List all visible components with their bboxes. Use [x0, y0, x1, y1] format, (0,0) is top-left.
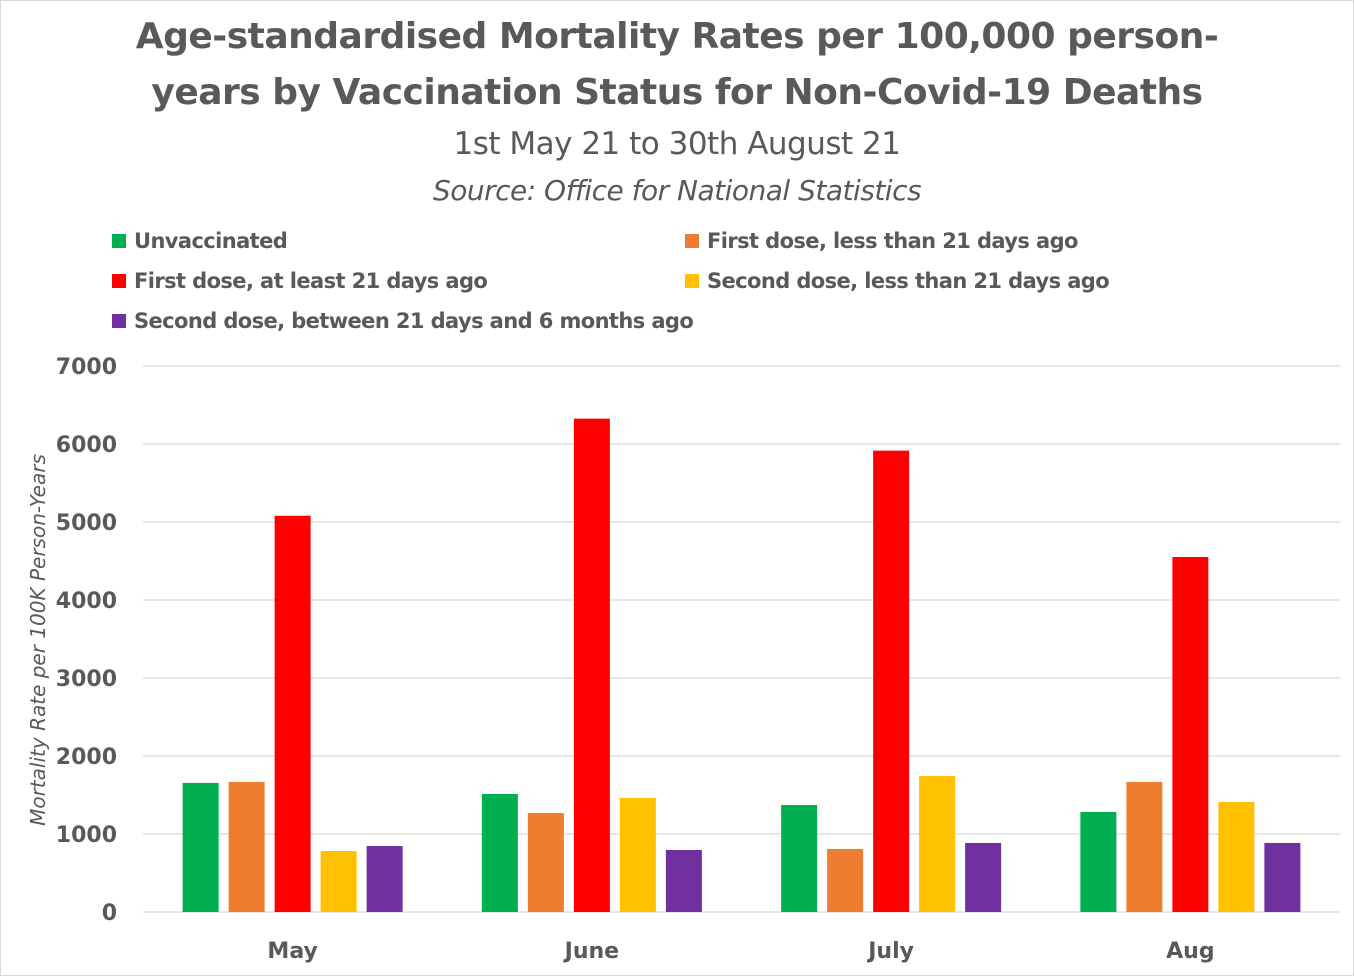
bar-june-series-0: [481, 793, 518, 912]
chart-source: Source: Office for National Statistics: [432, 174, 922, 207]
y-tick-label: 7000: [56, 355, 117, 380]
legend-swatch: [685, 234, 699, 248]
bar-may-series-0: [182, 782, 219, 912]
y-tick-label: 0: [102, 901, 117, 926]
legend-swatch: [685, 274, 699, 288]
legend-label: First dose, at least 21 days ago: [134, 269, 488, 293]
legend-item-second-dose-21d-6m: Second dose, between 21 days and 6 month…: [112, 309, 694, 333]
bar-aug-series-2: [1172, 557, 1209, 912]
y-tick-label: 2000: [56, 745, 117, 770]
chart-title-line-1: Age-standardised Mortality Rates per 100…: [135, 16, 1219, 57]
legend-item-first-dose-ge21: First dose, at least 21 days ago: [112, 269, 488, 293]
bar-may-series-4: [366, 846, 403, 912]
legend-label: Second dose, between 21 days and 6 month…: [134, 309, 694, 333]
y-axis-label: Mortality Rate per 100K Person-Years: [26, 454, 50, 826]
y-tick-label: 5000: [56, 511, 117, 536]
bar-aug-series-3: [1218, 802, 1255, 912]
bar-july-series-0: [781, 804, 818, 912]
y-axis-ticks: 0 1000 2000 3000 4000 5000 6000 7000: [56, 355, 117, 926]
legend-item-unvaccinated: Unvaccinated: [112, 229, 288, 253]
bar-july-series-2: [873, 450, 910, 912]
bar-may-series-2: [274, 515, 311, 912]
bar-aug-series-4: [1264, 842, 1301, 912]
legend-swatch: [112, 274, 126, 288]
y-tick-label: 6000: [56, 433, 117, 458]
x-tick-label: Aug: [1166, 939, 1214, 964]
bar-june-series-4: [665, 849, 702, 912]
legend-label: First dose, less than 21 days ago: [707, 229, 1078, 253]
x-tick-label: July: [866, 939, 914, 964]
gridlines: [143, 365, 1340, 913]
legend-item-first-dose-lt21: First dose, less than 21 days ago: [685, 229, 1078, 253]
bar-july-series-1: [827, 848, 864, 912]
x-tick-label: May: [267, 939, 317, 964]
bar-june-series-2: [573, 418, 610, 912]
bar-june-series-1: [527, 813, 564, 912]
legend-item-second-dose-lt21: Second dose, less than 21 days ago: [685, 269, 1110, 293]
y-tick-label: 3000: [56, 667, 117, 692]
bar-aug-series-0: [1080, 812, 1117, 912]
legend-swatch: [112, 234, 126, 248]
chart-subtitle: 1st May 21 to 30th August 21: [453, 126, 902, 162]
bar-july-series-3: [919, 775, 956, 912]
bar-aug-series-1: [1126, 781, 1163, 912]
x-axis-ticks: May June July Aug: [267, 939, 1214, 964]
bar-june-series-3: [619, 797, 656, 912]
y-tick-label: 1000: [56, 823, 117, 848]
bar-july-series-4: [965, 842, 1002, 912]
x-tick-label: June: [563, 939, 619, 964]
legend-label: Second dose, less than 21 days ago: [707, 269, 1110, 293]
bar-may-series-3: [320, 851, 357, 912]
bars: [182, 418, 1301, 912]
legend-label: Unvaccinated: [134, 229, 288, 253]
bar-may-series-1: [228, 781, 265, 912]
legend-swatch: [112, 314, 126, 328]
chart-title-line-2: years by Vaccination Status for Non-Covi…: [151, 72, 1203, 113]
y-tick-label: 4000: [56, 589, 117, 614]
